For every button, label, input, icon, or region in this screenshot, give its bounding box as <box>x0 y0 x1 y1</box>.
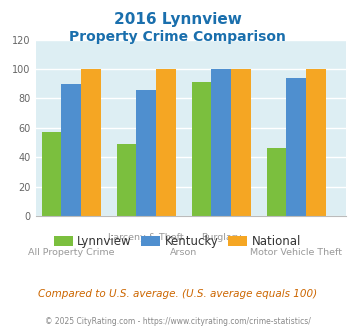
Bar <box>286 78 306 216</box>
Text: Compared to U.S. average. (U.S. average equals 100): Compared to U.S. average. (U.S. average … <box>38 289 317 299</box>
Bar <box>61 84 81 216</box>
Bar <box>156 69 176 216</box>
Text: All Property Crime: All Property Crime <box>28 248 114 257</box>
Bar <box>306 69 326 216</box>
Bar <box>192 82 211 216</box>
Text: Motor Vehicle Theft: Motor Vehicle Theft <box>250 248 342 257</box>
Text: Larceny & Theft: Larceny & Theft <box>108 233 184 242</box>
Bar <box>117 144 136 216</box>
Text: © 2025 CityRating.com - https://www.cityrating.com/crime-statistics/: © 2025 CityRating.com - https://www.city… <box>45 317 310 326</box>
Bar <box>81 69 101 216</box>
Legend: Lynnview, Kentucky, National: Lynnview, Kentucky, National <box>49 231 306 253</box>
Bar <box>136 90 156 216</box>
Bar <box>267 148 286 216</box>
Text: Arson: Arson <box>170 248 197 257</box>
Text: Burglary: Burglary <box>201 233 241 242</box>
Text: 2016 Lynnview: 2016 Lynnview <box>114 12 241 26</box>
Bar <box>42 132 61 216</box>
Text: Property Crime Comparison: Property Crime Comparison <box>69 30 286 44</box>
Bar <box>231 69 251 216</box>
Bar <box>211 69 231 216</box>
